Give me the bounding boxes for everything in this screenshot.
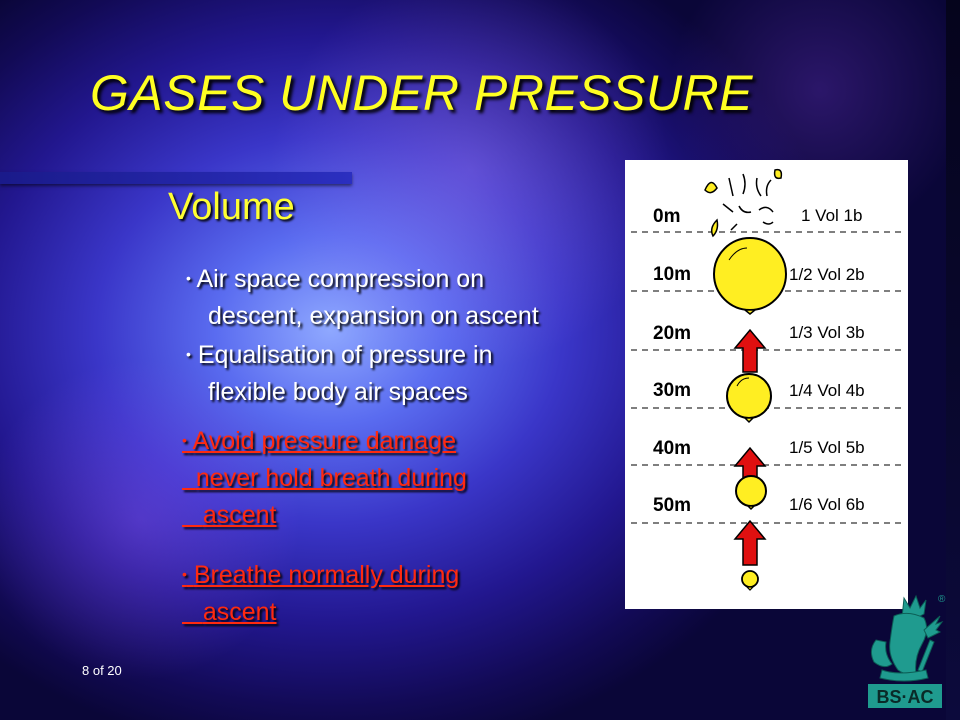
- bullet-line: descent, expansion on ascent: [208, 302, 539, 330]
- bullet-line: Breathe normally during: [193, 561, 460, 589]
- bullet-dot: •: [186, 346, 191, 362]
- neptune-trident-icon: BS·AC ®: [868, 594, 946, 708]
- up-arrow-icon: [733, 328, 767, 373]
- volume-ratio-label: 1/6 Vol 6b: [789, 495, 865, 514]
- volume-ratio-label: 1/3 Vol 3b: [789, 323, 865, 342]
- bullet-line: ascent: [202, 598, 277, 626]
- logo-wordmark: BS·AC: [877, 687, 934, 707]
- bullet-line: ascent: [202, 501, 277, 529]
- depth-label: 0m: [653, 206, 680, 227]
- tiny-balloon-icon: [741, 570, 759, 591]
- bullet-dot: •: [186, 270, 191, 286]
- bsac-logo: BS·AC ®: [864, 590, 946, 712]
- right-edge-bar: [946, 0, 960, 720]
- depth-label: 50m: [653, 495, 691, 516]
- depth-label: 40m: [653, 438, 691, 459]
- small-balloon-icon: [735, 475, 767, 511]
- logo-wordmark-box: [868, 684, 942, 708]
- title-rule: [0, 172, 352, 184]
- bullet-air-space: • Air space compression on descent, expa…: [186, 260, 539, 335]
- burst-balloon-icon: [704, 168, 783, 238]
- medium-balloon-icon: [726, 373, 772, 424]
- volume-ratio-label: 1/4 Vol 4b: [789, 381, 865, 400]
- bullet-breathe-normally: • Breathe normally during ascent: [182, 556, 459, 631]
- bullet-line: Equalisation of pressure in: [197, 341, 493, 369]
- bullet-dot: •: [182, 566, 187, 582]
- bullet-line: Air space compression on: [196, 265, 485, 293]
- bullet-line: never hold breath during: [195, 464, 467, 492]
- volume-ratio-label: 1/2 Vol 2b: [789, 265, 865, 284]
- bullet-line: flexible body air spaces: [208, 378, 468, 406]
- volume-ratio-label: 1 Vol 1b: [801, 206, 862, 225]
- large-balloon-icon: [713, 237, 787, 315]
- up-arrow-icon: [733, 519, 767, 566]
- depth-volume-diagram: 0m 10m 20m 30m 40m 50m 1 Vol 1b 1/2 Vol …: [625, 160, 908, 609]
- bullet-dot: •: [182, 432, 187, 448]
- bullet-equalisation: • Equalisation of pressure in flexible b…: [186, 336, 492, 411]
- slide-title: GASES UNDER PRESSURE: [90, 65, 753, 121]
- bullet-avoid-damage: • Avoid pressure damage never hold breat…: [182, 422, 467, 534]
- diagram-svg: 0m 10m 20m 30m 40m 50m 1 Vol 1b 1/2 Vol …: [631, 168, 903, 591]
- logo-registered-mark: ®: [938, 594, 946, 605]
- depth-label: 20m: [653, 323, 691, 344]
- depth-label: 10m: [653, 264, 691, 285]
- page-counter: 8 of 20: [82, 663, 122, 678]
- depth-label: 30m: [653, 380, 691, 401]
- volume-ratio-label: 1/5 Vol 5b: [789, 438, 865, 457]
- bullet-line: Avoid pressure damage: [192, 427, 457, 455]
- slide-subtitle: Volume: [168, 186, 295, 228]
